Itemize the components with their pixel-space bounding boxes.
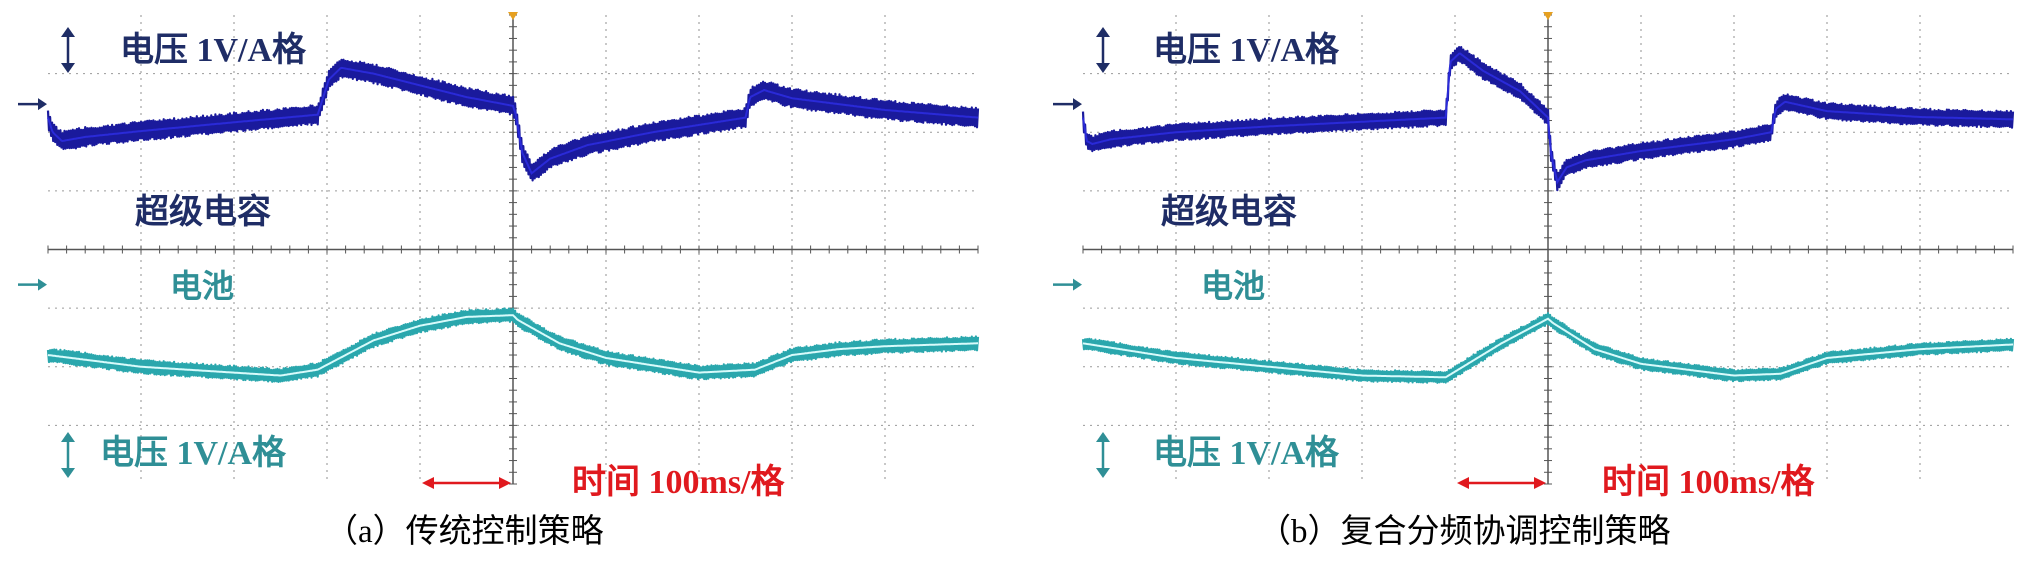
caption-a: （a）传统控制策略 — [325, 514, 604, 550]
capacitor-waveform-band — [46, 58, 980, 182]
capacitor-scale-arrow-up-head — [61, 27, 75, 37]
battery-waveform-band — [46, 307, 980, 383]
battery-waveform-center — [47, 314, 978, 377]
battery-waveform-band — [1081, 312, 2015, 384]
time-scale-arrow-right-head — [1534, 477, 1546, 489]
capacitor-name-label: 超级电容 — [1161, 194, 1297, 231]
battery-scale-arrow-up-head — [1096, 432, 1110, 442]
trigger-marker — [1543, 12, 1553, 20]
capacitor-waveform-center — [47, 66, 979, 175]
battery-scale-arrow-down-head — [61, 468, 75, 478]
battery-name-label: 电池 — [1201, 268, 1266, 304]
capacitor-waveform-center — [1082, 52, 2014, 185]
capacitor-scale-arrow-down-head — [1096, 63, 1110, 73]
time-scale-label: 时间 100ms/格 — [1602, 464, 1815, 501]
capacitor-scale-label: 电压 1V/A格 — [1153, 32, 1340, 69]
axis-ticks — [47, 14, 979, 485]
axis-ticks — [1082, 14, 2014, 485]
time-scale-arrow-left-head — [1457, 477, 1469, 489]
capacitor-scale-arrow-down-head — [61, 63, 75, 73]
caption-b: （b）复合分频协调控制策略 — [1258, 514, 1671, 550]
capacitor-scale-label: 电压 1V/A格 — [120, 32, 307, 69]
trigger-marker — [508, 12, 518, 20]
panel-a: 电压 1V/A格 超级电容 电池 电压 1V/A格 时间 100ms/格 （a）… — [0, 0, 1012, 567]
battery-scale-label: 电压 1V/A格 — [100, 435, 287, 472]
oscilloscope-plot-b — [1053, 12, 2015, 489]
battery-scale-label: 电压 1V/A格 — [1153, 435, 1340, 472]
time-scale-label: 时间 100ms/格 — [572, 464, 785, 501]
oscilloscope-plot-a — [18, 12, 980, 489]
time-scale-arrow-right-head — [499, 477, 511, 489]
battery-waveform-center — [1082, 317, 2013, 379]
battery-scale-arrow-down-head — [1096, 468, 1110, 478]
capacitor-scale-arrow-up-head — [1096, 27, 1110, 37]
capacitor-waveform-band — [1081, 46, 2015, 192]
capacitor-ground-marker-head — [1073, 98, 1082, 111]
battery-name-label: 电池 — [170, 268, 235, 304]
capacitor-ground-marker-head — [38, 98, 47, 111]
capacitor-name-label: 超级电容 — [135, 194, 271, 231]
battery-ground-marker-head — [1073, 278, 1082, 291]
time-scale-arrow-left-head — [422, 477, 434, 489]
battery-ground-marker-head — [38, 278, 47, 291]
panel-b: 电压 1V/A格 超级电容 电池 电压 1V/A格 时间 100ms/格 （b）… — [1038, 0, 2025, 567]
battery-scale-arrow-up-head — [61, 432, 75, 442]
